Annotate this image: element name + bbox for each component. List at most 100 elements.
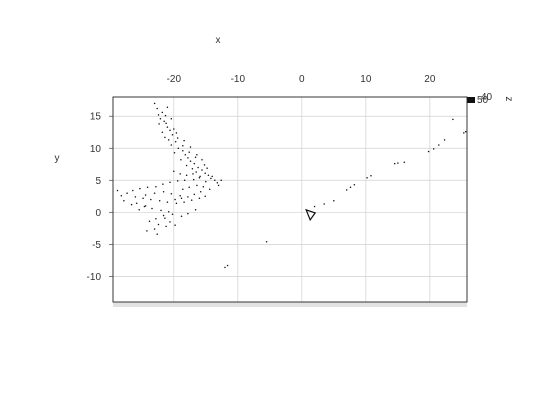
- data-point: [173, 170, 175, 173]
- data-point: [323, 203, 325, 205]
- y-tick-label: 5: [95, 176, 101, 187]
- floor-strip: [113, 302, 467, 307]
- z-tick-label: 50: [477, 95, 489, 106]
- data-point: [196, 184, 198, 187]
- plot-frame: [112, 96, 468, 303]
- data-point: [150, 198, 152, 201]
- data-point: [193, 193, 196, 196]
- data-point: [182, 150, 184, 152]
- data-point: [153, 228, 156, 230]
- x-tick-label: 0: [299, 74, 305, 85]
- data-point: [192, 178, 195, 181]
- data-point: [130, 203, 133, 206]
- data-point: [191, 168, 194, 170]
- data-point: [165, 122, 167, 125]
- data-point: [192, 173, 194, 175]
- data-point: [199, 191, 202, 193]
- data-point: [443, 139, 446, 141]
- data-point: [349, 186, 352, 189]
- data-point: [187, 212, 189, 215]
- y-tick-label: 15: [90, 112, 102, 123]
- data-point: [463, 132, 465, 134]
- data-point: [153, 102, 156, 105]
- data-point: [199, 175, 201, 178]
- data-point: [175, 132, 178, 134]
- data-point: [366, 176, 368, 179]
- data-point: [161, 131, 164, 133]
- data-point: [174, 198, 176, 201]
- data-point: [157, 114, 160, 116]
- data-point: [403, 161, 406, 164]
- data-point: [216, 182, 219, 184]
- data-point: [464, 130, 467, 133]
- data-point: [202, 185, 205, 188]
- data-point: [393, 162, 396, 165]
- data-point: [187, 157, 189, 159]
- data-point: [179, 194, 181, 197]
- data-point: [185, 164, 188, 167]
- data-point: [164, 114, 167, 117]
- data-point: [190, 199, 193, 201]
- data-point: [182, 144, 184, 147]
- data-point: [155, 217, 157, 220]
- x-tick-label: -10: [231, 74, 246, 85]
- data-point: [183, 179, 186, 182]
- data-point: [438, 144, 440, 146]
- data-point: [157, 223, 160, 226]
- data-point: [159, 118, 162, 120]
- y-axis-label: y: [55, 153, 60, 164]
- data-point: [175, 202, 178, 205]
- y-tick-label: 10: [90, 144, 102, 155]
- data-point: [197, 166, 199, 169]
- data-points: [116, 102, 467, 269]
- triangle-marker: [305, 208, 317, 222]
- data-point: [180, 215, 183, 217]
- data-point: [171, 134, 174, 136]
- data-point: [184, 153, 187, 156]
- data-point: [166, 126, 169, 128]
- data-point: [188, 151, 190, 153]
- data-point: [179, 173, 181, 175]
- z-tick-label: 40: [481, 92, 493, 103]
- data-point: [163, 120, 165, 123]
- data-point: [164, 136, 166, 139]
- data-point: [169, 221, 171, 223]
- data-point: [158, 200, 161, 202]
- x-tick-label: -20: [167, 74, 182, 85]
- data-point: [169, 129, 171, 132]
- x-tick-label: 10: [360, 74, 372, 85]
- plot-floor: [113, 302, 467, 307]
- data-point: [126, 192, 128, 194]
- x-tick-labels: -20 -10 0 10 20: [167, 74, 436, 85]
- data-point: [183, 201, 185, 203]
- data-point: [146, 230, 148, 232]
- data-point: [161, 111, 164, 114]
- data-point: [158, 123, 160, 125]
- data-point: [180, 159, 182, 161]
- data-point: [156, 233, 158, 235]
- data-point: [138, 209, 140, 211]
- data-point: [198, 176, 201, 179]
- marker-layer: [305, 208, 317, 222]
- data-point: [210, 177, 212, 180]
- data-point: [204, 195, 206, 198]
- data-point: [173, 128, 175, 130]
- data-point: [171, 213, 174, 215]
- data-point: [170, 118, 173, 120]
- data-point: [134, 196, 137, 198]
- data-point: [123, 200, 125, 202]
- data-point: [201, 159, 203, 161]
- data-point: [333, 200, 335, 202]
- data-point: [185, 174, 188, 176]
- y-tick-label: -5: [92, 240, 101, 251]
- data-point: [165, 225, 167, 228]
- data-point: [201, 169, 203, 171]
- data-point: [214, 179, 216, 182]
- data-point: [162, 183, 164, 185]
- data-point: [153, 192, 156, 194]
- data-point: [155, 185, 157, 188]
- grid-lines: [113, 97, 467, 302]
- data-point: [211, 175, 213, 178]
- data-point: [205, 180, 207, 183]
